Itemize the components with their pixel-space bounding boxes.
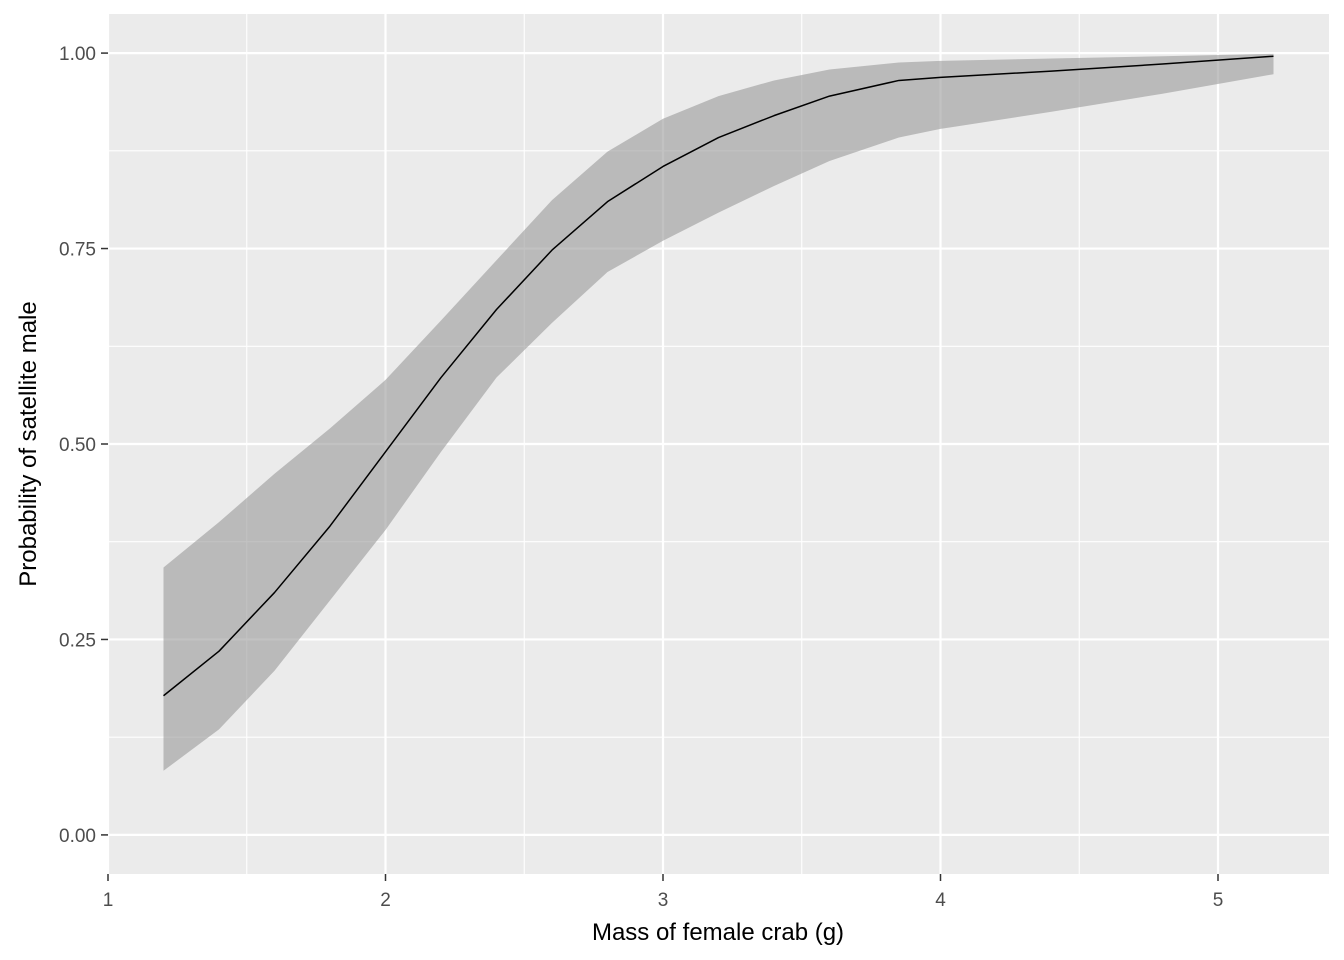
x-tick-label: 4 <box>935 890 946 911</box>
x-tick-label: 2 <box>380 890 391 911</box>
x-tick-label: 3 <box>658 890 669 911</box>
x-tick-label: 5 <box>1213 890 1224 911</box>
y-tick-label: 0.25 <box>59 630 96 651</box>
y-axis: 0.00 0.25 0.50 0.75 1.00 <box>59 44 108 847</box>
x-axis-title: Mass of female crab (g) <box>592 919 844 946</box>
x-axis: 1 2 3 4 5 <box>103 874 1224 911</box>
fit-line-layer <box>163 55 1274 697</box>
y-axis-title: Probability of satellite male <box>15 301 42 586</box>
y-tick-label: 1.00 <box>59 44 96 65</box>
confidence-ribbon-layer <box>163 53 1274 771</box>
fitted-probability-line <box>163 55 1274 697</box>
y-tick-label: 0.75 <box>59 240 96 261</box>
x-tick-label: 1 <box>103 890 114 911</box>
confidence-ribbon <box>163 53 1274 771</box>
y-tick-label: 0.00 <box>59 826 96 847</box>
y-tick-label: 0.50 <box>59 435 96 456</box>
